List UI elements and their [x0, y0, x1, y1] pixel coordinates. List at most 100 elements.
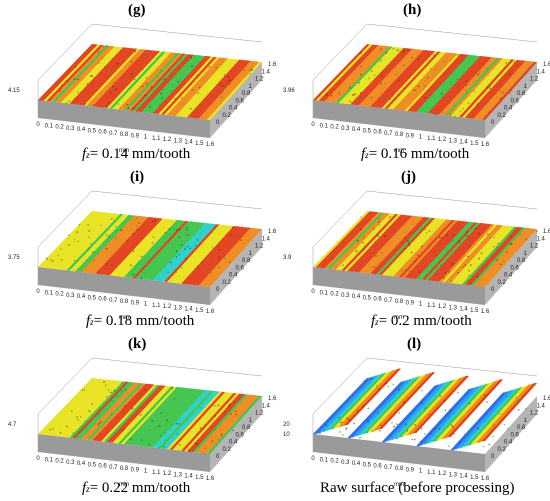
surface-side-right: [210, 62, 262, 138]
surface-speckle: [434, 428, 436, 430]
surface-speckle: [91, 75, 93, 77]
surface-speckle: [150, 86, 153, 88]
surface-speckle: [396, 49, 399, 51]
surface-speckle: [206, 268, 208, 270]
surface-speckle: [67, 80, 69, 83]
surface-speckle: [439, 395, 442, 397]
surface-stripe: [40, 211, 98, 268]
surface-speckle: [52, 260, 54, 262]
surface-speckle: [186, 226, 188, 229]
surface-stripe: [453, 225, 509, 284]
y-tick-label: 1: [249, 418, 253, 424]
surface-stripe: [152, 390, 209, 448]
surface-speckle: [61, 258, 63, 261]
surface-stripe: [358, 215, 416, 273]
surface-stripe: [103, 50, 160, 108]
surface-speckle: [357, 239, 359, 242]
surface-speckle: [145, 53, 148, 56]
surface-speckle: [462, 107, 464, 110]
surface-speckle: [88, 236, 90, 239]
surface-stripe: [167, 391, 223, 450]
surface-speckle: [175, 229, 178, 231]
surface-speckle: [61, 84, 63, 87]
surface-speckle: [524, 73, 526, 75]
surface-speckle: [368, 77, 370, 79]
caption: fz= 0.2 mm/tooth: [371, 313, 472, 329]
surface-speckle: [375, 255, 377, 257]
surface-stripe: [338, 213, 396, 271]
surface-stripe: [144, 389, 200, 447]
surface-stripe: [138, 388, 194, 446]
surface-speckle: [389, 98, 392, 101]
surface-speckle: [232, 429, 234, 432]
x-tick-label: 1.1: [152, 136, 161, 142]
x-tick-label: 1: [144, 469, 148, 475]
surface-speckle: [114, 420, 117, 423]
surface-speckle: [458, 240, 460, 243]
surface-speckle: [77, 91, 79, 93]
surface-speckle: [59, 90, 61, 92]
surface-stripe: [86, 383, 143, 440]
surface-stripe: [63, 213, 121, 271]
y-tick-label: 1.6: [268, 62, 277, 68]
surface-speckle: [414, 424, 416, 426]
surface-speckle: [473, 90, 475, 92]
surface-stripe: [401, 53, 458, 111]
surface-stripe: [430, 223, 486, 281]
surface-stripe: [98, 384, 155, 442]
surface-speckle: [151, 419, 154, 422]
surface-speckle: [449, 114, 452, 116]
surface-stripe: [52, 45, 109, 102]
surface-stripe: [450, 225, 506, 284]
x-tick-label: 0.3: [66, 126, 75, 132]
x-tick-label: 0.8: [120, 466, 129, 472]
y-tick-label: 1.2: [530, 244, 539, 250]
x-tick-label: 0.7: [384, 131, 393, 137]
surface-stripe: [63, 46, 121, 104]
surface-speckle: [166, 419, 168, 421]
surface-stripe: [149, 389, 206, 448]
surface-speckle: [161, 89, 164, 91]
surface-speckle: [108, 235, 111, 238]
panel-l: (l) 0 0.1 0.2 0.3 0.4 0.5 0.6 0.7 0.8 0.9 1 1.1 1.2 1…: [275, 334, 550, 501]
surface-speckle: [77, 240, 79, 243]
surface-speckle: [330, 94, 333, 97]
surface-speckle: [148, 60, 151, 63]
surface-speckle: [362, 405, 364, 408]
surface-speckle: [140, 439, 143, 441]
surface-plot: 0 0.1 0.2 0.3 0.4 0.5 0.6 0.7 0.8 0.9 1 1.1 1.2 1.3 1.…: [8, 190, 277, 321]
y-tick-label: 0.8: [242, 91, 251, 97]
surface-speckle: [517, 399, 519, 402]
y-tick-label: 0.2: [498, 447, 507, 453]
x-tick-label: 0.5: [88, 462, 97, 468]
surface-speckle: [199, 103, 201, 106]
surface-speckle: [446, 251, 449, 253]
surface-speckle: [449, 81, 452, 83]
y-tick-label: 0.6: [236, 432, 245, 438]
x-tick-label: 0.1: [45, 123, 54, 129]
surface-speckle: [106, 396, 108, 398]
surface-stripe: [344, 214, 401, 271]
surface-speckle: [186, 245, 189, 248]
x-tick-label: 0.1: [320, 123, 329, 129]
surface-stripe: [172, 225, 228, 283]
surface-stripe: [55, 45, 112, 103]
surface-speckle: [478, 232, 480, 235]
surface-speckle: [421, 398, 423, 401]
surface-speckle: [427, 76, 429, 79]
y-tick-label: 1: [524, 418, 528, 424]
surface-stripe: [378, 217, 435, 275]
x-tick-label: 0.9: [131, 467, 140, 473]
surface-speckle: [240, 239, 242, 241]
surface-stripe: [324, 212, 382, 269]
x-tick-label: 0.3: [341, 460, 350, 466]
surface-stripe: [207, 395, 262, 454]
surface-speckle: [428, 414, 430, 416]
surface-speckle: [360, 73, 362, 76]
x-tick-label: 0.9: [406, 300, 415, 306]
surface-speckle: [413, 89, 416, 92]
surface-speckle: [196, 74, 199, 76]
x-tick-label: 1.2: [163, 471, 172, 477]
surface-speckle: [509, 73, 511, 75]
surface-speckle: [496, 246, 499, 248]
